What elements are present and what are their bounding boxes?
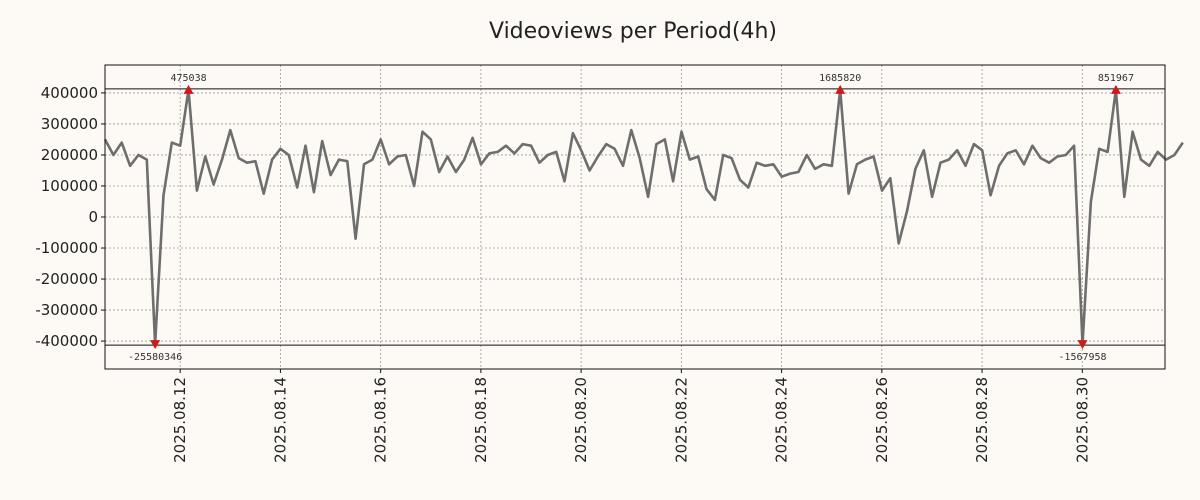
annotation-label: 851967 bbox=[1098, 73, 1134, 84]
clip-marker bbox=[183, 84, 194, 94]
series-layer bbox=[103, 88, 1184, 346]
x-tick-label: 2025.08.26 bbox=[873, 377, 891, 463]
annotation-label: -25580346 bbox=[128, 352, 182, 363]
y-tick-label: -400000 bbox=[35, 332, 98, 350]
markers: 475038 -25580346 1685820 851967 -1567958 bbox=[128, 73, 1134, 363]
x-tick-label: 2025.08.30 bbox=[1073, 377, 1091, 463]
annotation-label: -1567958 bbox=[1058, 352, 1106, 363]
plot-frame bbox=[104, 64, 1166, 370]
x-tick-label: 2025.08.20 bbox=[572, 377, 590, 463]
y-tick-label: 400000 bbox=[41, 84, 98, 102]
x-tick-label: 2025.08.24 bbox=[773, 377, 791, 463]
grid bbox=[105, 65, 1165, 369]
clip-marker bbox=[150, 340, 161, 350]
y-tick-label: 0 bbox=[88, 208, 98, 226]
x-tick-label: 2025.08.16 bbox=[372, 377, 390, 463]
y-tick-label: -100000 bbox=[35, 239, 98, 257]
x-tick-label: 2025.08.28 bbox=[973, 377, 991, 463]
clip-marker bbox=[1110, 84, 1121, 94]
y-tick-label: 100000 bbox=[41, 177, 98, 195]
y-tick-label: -200000 bbox=[35, 270, 98, 288]
x-tick-label: 2025.08.12 bbox=[171, 377, 189, 463]
x-tick-label: 2025.08.18 bbox=[472, 377, 490, 463]
y-axis-ticks: 400000 300000 200000 100000 0 -100000 -200000 -… bbox=[35, 84, 105, 350]
clip-marker bbox=[1077, 340, 1088, 350]
series-line bbox=[103, 88, 1184, 346]
y-tick-label: 200000 bbox=[41, 146, 98, 164]
clip-marker bbox=[835, 84, 846, 94]
clip-lines bbox=[105, 88, 1165, 346]
annotation-label: 1685820 bbox=[819, 73, 861, 84]
x-tick-label: 2025.08.22 bbox=[672, 377, 690, 463]
chart-title: Videoviews per Period(4h) bbox=[489, 19, 777, 44]
annotation-label: 475038 bbox=[170, 73, 206, 84]
x-axis-ticks: 2025.08.12 2025.08.14 2025.08.16 2025.08.18… bbox=[171, 369, 1091, 463]
y-tick-label: 300000 bbox=[41, 115, 98, 133]
y-tick-label: -300000 bbox=[35, 301, 98, 319]
x-tick-label: 2025.08.14 bbox=[271, 377, 289, 463]
